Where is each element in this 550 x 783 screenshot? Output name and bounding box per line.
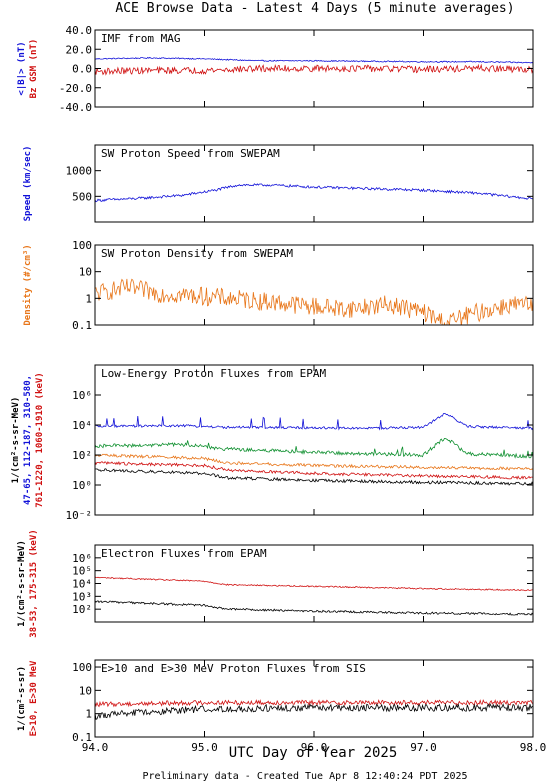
panel-6-title: E>10 and E>30 MeV Proton Fluxes from SIS bbox=[101, 662, 366, 675]
panel-5: Electron Fluxes from EPAM 10⁶10⁵10⁴10³10²… bbox=[17, 529, 534, 638]
panel-5-ytick-label: 10² bbox=[72, 603, 92, 616]
panel-4-title: Low-Energy Proton Fluxes from EPAM bbox=[101, 367, 327, 380]
panel-1-ylabel: Bz GSM (nT) bbox=[29, 39, 39, 99]
panel-3-ytick-label: 10 bbox=[79, 266, 92, 279]
panel-4-ylabel: 1/(cm²-s-sr-MeV) bbox=[11, 397, 21, 484]
panel-4-series-1 bbox=[95, 412, 533, 431]
panel-3-ylabel: Density (#/cm³) bbox=[22, 244, 33, 325]
panel-6-ytick-label: 1 bbox=[85, 708, 92, 721]
panel-6-series-2 bbox=[95, 702, 533, 720]
panel-6-ytick-label: 10 bbox=[79, 684, 92, 697]
panel-5-ytick-label: 10⁵ bbox=[72, 565, 92, 578]
panel-3-ytick-label: 100 bbox=[72, 239, 92, 252]
x-tick-label: 94.0 bbox=[82, 741, 109, 754]
panel-1-title: IMF from MAG bbox=[101, 32, 180, 45]
panel-4-series-2 bbox=[95, 437, 533, 459]
panel-3-title: SW Proton Density from SWEPAM bbox=[101, 247, 293, 260]
panel-1-ytick-label: -40.0 bbox=[59, 101, 92, 114]
panel-6-ytick-label: 100 bbox=[72, 661, 92, 674]
footer-note: Preliminary data - Created Tue Apr 8 12:… bbox=[142, 771, 467, 782]
panel-1: IMF from MAG 40.0 20.0 0.0 -20.0 -40.0 <|B|> (… bbox=[17, 24, 534, 114]
panel-6-ytick-label: 0.1 bbox=[72, 731, 92, 744]
panel-1-series-1 bbox=[95, 56, 533, 64]
panel-3-ytick-label: 1 bbox=[85, 292, 92, 305]
panel-2: SW Proton Speed from SWEPAM 1000 500 Speed … bbox=[23, 144, 534, 223]
panel-5-series-2 bbox=[95, 600, 533, 616]
figure-title: ACE Browse Data - Latest 4 Days (5 minut… bbox=[115, 1, 514, 16]
x-tick-label: 98.0 bbox=[520, 741, 547, 754]
x-axis-label: UTC Day of Year 2025 bbox=[229, 745, 398, 761]
panel-4-ytick-label: 10⁴ bbox=[72, 419, 92, 432]
panel-6-ylabel: 1/(cm²-s-sr) bbox=[17, 666, 27, 731]
panel-1-ytick-label: 40.0 bbox=[66, 24, 93, 37]
panel-2-ytick-label: 1000 bbox=[66, 165, 93, 178]
panel-4-ytick-label: 10² bbox=[72, 449, 92, 462]
panel-4-frame bbox=[94, 364, 534, 516]
panel-6-series-1 bbox=[95, 698, 533, 708]
panel-5-ylabel: 1/(cm²-s-sr-MeV) bbox=[17, 540, 27, 627]
panel-2-ylabel: Speed (km/sec) bbox=[23, 146, 33, 222]
panel-6-ylabel: E>10, E>30 MeV bbox=[29, 660, 39, 736]
panel-4-ylabel: 47-65, 112-187, 310-580, bbox=[23, 375, 33, 505]
panel-4: Low-Energy Proton Fluxes from EPAM 10⁶ 10⁴… bbox=[11, 364, 534, 522]
panel-4-ytick-label: 10⁶ bbox=[72, 389, 92, 402]
panel-1-ytick-label: 0.0 bbox=[72, 63, 92, 76]
panel-1-ytick-label: -20.0 bbox=[59, 82, 92, 95]
panel-3-series-1 bbox=[95, 278, 533, 325]
x-tick-label: 96.0 bbox=[301, 741, 328, 754]
panel-4-ylabel: 761-1220, 1060-1910 (keV) bbox=[35, 372, 45, 507]
panel-1-ytick-label: 20.0 bbox=[66, 43, 93, 56]
panel-4-series-5 bbox=[95, 468, 533, 486]
x-tick-label: 97.0 bbox=[410, 741, 437, 754]
panel-4-ytick-label: 10⁻² bbox=[66, 509, 93, 522]
x-tick-label: 95.0 bbox=[191, 741, 218, 754]
panel-3: SW Proton Density from SWEPAM 100 10 1 0.1 De… bbox=[22, 239, 534, 332]
panel-5-ytick-label: 10⁶ bbox=[72, 552, 92, 565]
panel-5-series-1 bbox=[95, 576, 533, 592]
panel-4-ytick-label: 10⁰ bbox=[72, 479, 92, 492]
panel-2-title: SW Proton Speed from SWEPAM bbox=[101, 147, 280, 160]
panel-5-ylabel: 38-53, 175-315 (keV) bbox=[29, 529, 39, 637]
panel-1-series-2 bbox=[95, 63, 533, 76]
panel-5-ytick-label: 10⁴ bbox=[72, 578, 92, 591]
panel-1-ylabel: <|B|> (nT) bbox=[17, 41, 27, 95]
panels: IMF from MAG 40.0 20.0 0.0 -20.0 -40.0 <|B|> (… bbox=[11, 24, 546, 754]
panel-6: E>10 and E>30 MeV Proton Fluxes from SIS… bbox=[17, 659, 534, 744]
panel-2-ytick-label: 500 bbox=[72, 190, 92, 203]
panel-5-title: Electron Fluxes from EPAM bbox=[101, 547, 267, 560]
panel-5-ytick-label: 10³ bbox=[72, 590, 92, 603]
panel-4-series-4 bbox=[95, 460, 533, 480]
panel-3-ytick-label: 0.1 bbox=[72, 319, 92, 332]
panel-2-series-1 bbox=[95, 183, 533, 203]
panel-4-series-3 bbox=[95, 453, 533, 471]
